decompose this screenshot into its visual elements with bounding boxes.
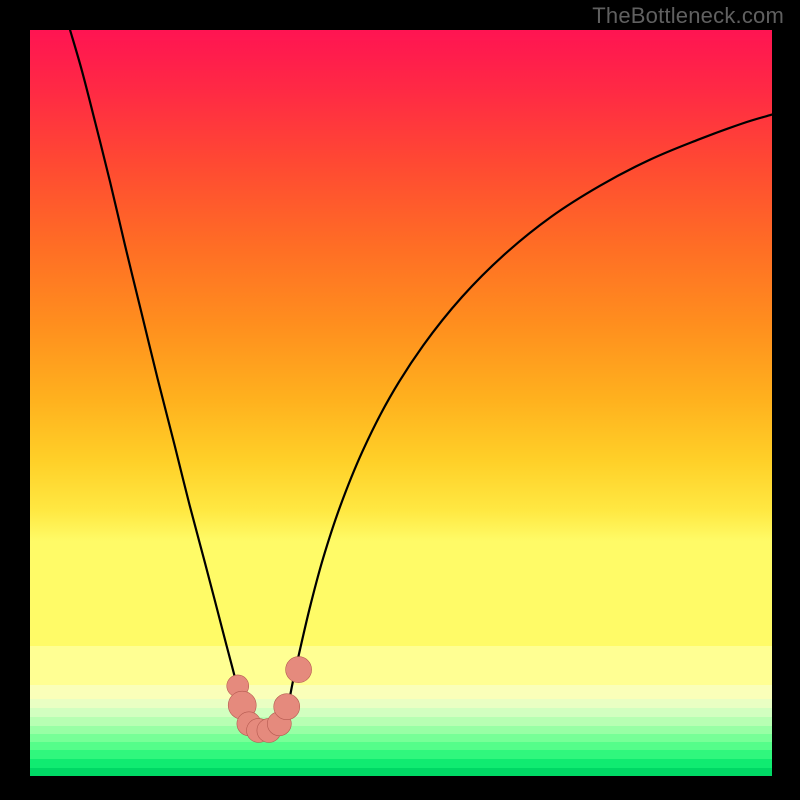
trough-markers [227,657,312,743]
chart-frame: TheBottleneck.com [0,0,800,800]
marker-dot [274,694,300,720]
curve-overlay [30,30,772,772]
watermark-text: TheBottleneck.com [592,3,784,29]
plot-area [30,30,772,772]
marker-dot [286,657,312,683]
curve-right [290,115,772,698]
curve-left [70,30,240,698]
